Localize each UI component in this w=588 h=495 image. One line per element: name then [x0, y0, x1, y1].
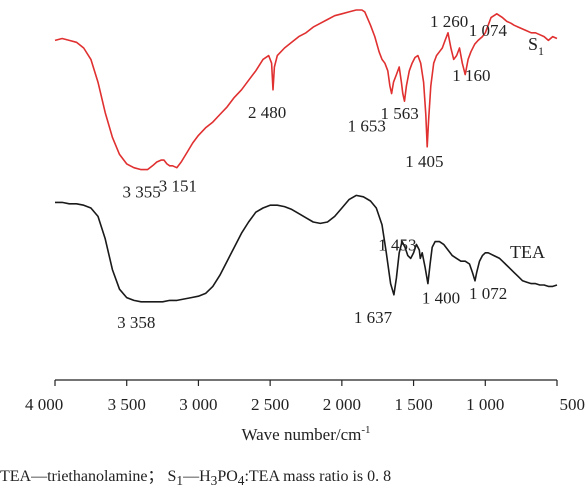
peak-label: 1 260 [430, 12, 468, 31]
x-tick-label: 1 500 [394, 395, 432, 414]
x-tick-label: 3 000 [179, 395, 217, 414]
peak-label: 1 160 [452, 66, 490, 85]
x-axis-ticks: 4 000 3 500 3 000 2 500 2 000 1 500 1 000 500 [25, 380, 585, 414]
x-tick-label: 2 500 [251, 395, 289, 414]
series-line-tea [55, 194, 558, 303]
peak-label: 1 405 [405, 152, 443, 171]
x-tick-label: 500 [560, 395, 586, 414]
peak-label: 1 637 [354, 308, 393, 327]
figure-caption: TEA—triethanolamine； S1—H3PO4:TEA mass r… [0, 468, 392, 489]
x-tick-label: 3 500 [108, 395, 146, 414]
series-label-s1: S1 [528, 34, 544, 58]
series-label-tea: TEA [510, 242, 545, 262]
x-tick-label: 1 000 [466, 395, 504, 414]
peak-label: 3 355 [123, 183, 161, 202]
x-tick-label: 4 000 [25, 395, 63, 414]
peak-label: 3 358 [117, 313, 155, 332]
peak-label: 1 072 [469, 284, 507, 303]
peak-label: 1 400 [422, 289, 460, 308]
peak-label: 1 563 [381, 104, 419, 123]
series-layer [54, 9, 558, 303]
peak-label: 1 653 [348, 117, 386, 136]
peak-label: 3 151 [159, 177, 197, 196]
x-axis-title: Wave number/cm-1 [241, 424, 370, 444]
peak-label: 1 074 [469, 21, 508, 40]
x-tick-label: 2 000 [323, 395, 361, 414]
series-line-s1 [54, 9, 558, 171]
peak-label: 2 480 [248, 103, 286, 122]
peak-label: 1 453 [378, 235, 416, 254]
